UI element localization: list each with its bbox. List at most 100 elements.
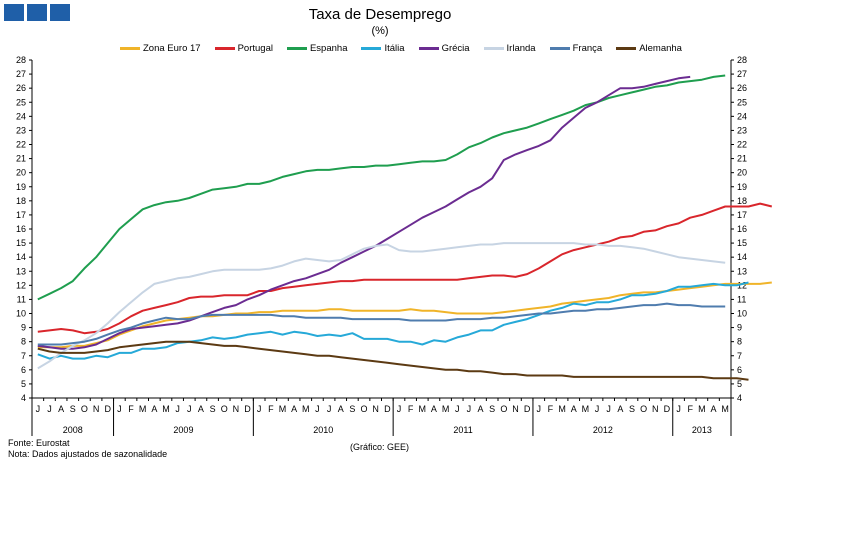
month-label: J — [257, 404, 262, 414]
y-tick-label-left: 25 — [16, 97, 26, 107]
y-tick-label-left: 19 — [16, 182, 26, 192]
month-label: O — [500, 404, 507, 414]
year-label: 2013 — [692, 425, 712, 435]
month-label: N — [372, 404, 379, 414]
month-label: M — [558, 404, 566, 414]
month-label: M — [721, 404, 729, 414]
y-tick-label-right: 14 — [737, 252, 747, 262]
y-tick-label-left: 26 — [16, 83, 26, 93]
y-tick-label-right: 19 — [737, 182, 747, 192]
legend-label: Grécia — [441, 43, 470, 54]
month-label: D — [384, 404, 391, 414]
series-line-espanha — [37, 74, 726, 301]
series-line-gr-cia — [37, 75, 691, 350]
y-tick-label-left: 6 — [21, 365, 26, 375]
month-label: J — [537, 404, 542, 414]
month-label: O — [640, 404, 647, 414]
month-label: A — [478, 404, 484, 414]
note-text: Nota: Dados ajustados de sazonalidade — [8, 449, 168, 459]
legend-label: Zona Euro 17 — [143, 43, 201, 54]
y-tick-label-right: 27 — [737, 69, 747, 79]
y-tick-label-right: 25 — [737, 97, 747, 107]
y-tick-label-right: 18 — [737, 196, 747, 206]
y-tick-label-right: 26 — [737, 83, 747, 93]
legend-item: Alemanha — [616, 43, 682, 54]
legend-item: Irlanda — [483, 43, 536, 54]
month-label: N — [93, 404, 100, 414]
y-tick-label-left: 12 — [16, 280, 26, 290]
legend-swatch — [120, 47, 140, 50]
month-label: J — [606, 404, 611, 414]
legend-label: Espanha — [309, 43, 348, 54]
credit-text: (Gráfico: GEE) — [350, 442, 410, 452]
month-label: M — [139, 404, 147, 414]
y-tick-label-left: 21 — [16, 154, 26, 164]
month-label: S — [349, 404, 355, 414]
month-label: M — [302, 404, 310, 414]
y-tick-label-right: 24 — [737, 111, 747, 121]
chart-legend: Zona Euro 17 Portugal Espanha Itália Grécia I… — [120, 43, 682, 54]
month-label: F — [128, 404, 134, 414]
y-tick-label-left: 10 — [16, 309, 26, 319]
y-tick-label-right: 9 — [737, 323, 742, 333]
month-label: A — [151, 404, 157, 414]
month-label: J — [455, 404, 460, 414]
month-label: J — [595, 404, 600, 414]
month-label: J — [315, 404, 320, 414]
month-label: M — [162, 404, 170, 414]
month-label: A — [58, 404, 64, 414]
y-tick-label-right: 4 — [737, 393, 742, 403]
logo — [4, 4, 70, 21]
legend-label: Irlanda — [506, 43, 536, 54]
legend-item: Itália — [361, 43, 405, 54]
month-label: S — [489, 404, 495, 414]
y-tick-label-left: 7 — [21, 351, 26, 361]
month-label: J — [47, 404, 52, 414]
legend-item: Zona Euro 17 — [120, 43, 201, 54]
legend-swatch — [418, 47, 439, 50]
year-label: 2012 — [593, 425, 613, 435]
legend-item: Portugal — [214, 43, 273, 54]
month-label: O — [81, 404, 88, 414]
y-tick-label-left: 16 — [16, 224, 26, 234]
month-label: F — [408, 404, 414, 414]
legend-swatch — [361, 47, 382, 50]
y-tick-label-right: 22 — [737, 140, 747, 150]
month-label: M — [698, 404, 706, 414]
series-line-irlanda — [37, 242, 726, 370]
y-tick-label-left: 14 — [16, 252, 26, 262]
y-tick-label-right: 21 — [737, 154, 747, 164]
month-label: M — [419, 404, 427, 414]
y-tick-label-left: 24 — [16, 111, 26, 121]
month-label: S — [629, 404, 635, 414]
y-tick-label-left: 4 — [21, 393, 26, 403]
footer-notes: Fonte: Eurostat Nota: Dados ajustados de… — [8, 438, 167, 460]
y-tick-label-left: 27 — [16, 69, 26, 79]
y-tick-label-right: 13 — [737, 266, 747, 276]
month-label: J — [117, 404, 122, 414]
month-label: F — [268, 404, 274, 414]
month-label: A — [431, 404, 437, 414]
legend-label: França — [572, 43, 603, 54]
y-tick-label-left: 11 — [17, 294, 26, 304]
y-tick-label-right: 6 — [737, 365, 742, 375]
series-line-fran-a — [37, 302, 726, 346]
month-label: J — [187, 404, 192, 414]
month-label: A — [571, 404, 577, 414]
series-line-portugal — [37, 202, 773, 335]
y-tick-label-right: 20 — [737, 168, 747, 178]
legend-swatch — [214, 47, 235, 50]
month-label: J — [397, 404, 402, 414]
legend-item: Grécia — [418, 43, 470, 54]
y-tick-label-left: 5 — [21, 379, 26, 389]
series-line-zona-euro-17 — [37, 281, 772, 349]
legend-label: Itália — [384, 43, 405, 54]
month-label: J — [36, 404, 41, 414]
month-label: M — [442, 404, 450, 414]
y-tick-label-right: 10 — [737, 309, 747, 319]
month-label: M — [582, 404, 590, 414]
month-label: A — [711, 404, 717, 414]
y-tick-label-left: 28 — [16, 55, 26, 65]
month-label: J — [327, 404, 332, 414]
